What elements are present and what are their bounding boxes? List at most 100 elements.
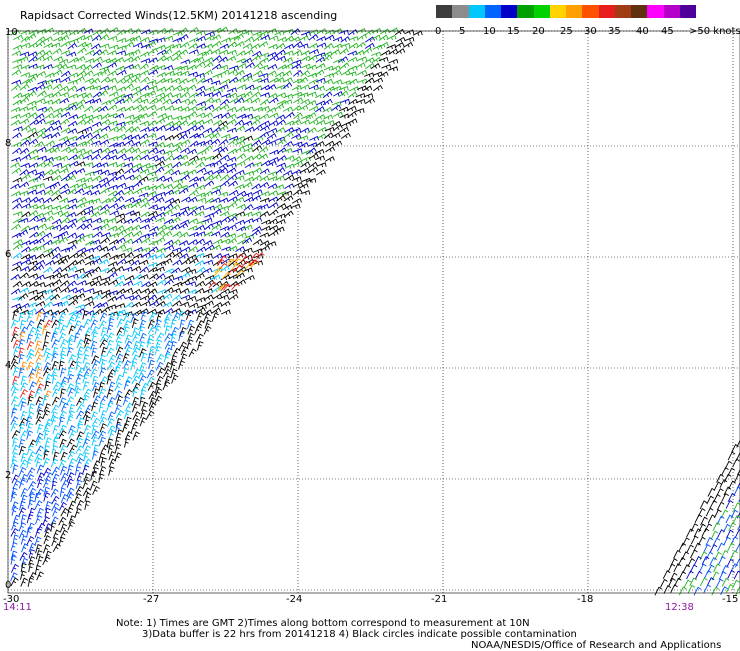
wind-barb xyxy=(11,289,20,294)
wind-barb xyxy=(293,161,302,166)
wind-barb xyxy=(141,410,147,419)
wind-barb xyxy=(12,502,18,511)
wind-barb xyxy=(108,105,117,110)
wind-barb xyxy=(333,112,342,117)
wind-barb xyxy=(205,245,214,250)
wind-barb xyxy=(163,382,170,390)
lat-label-0: 0 xyxy=(5,580,11,591)
wind-barb xyxy=(83,155,92,159)
wind-barb xyxy=(243,193,252,197)
wind-barb xyxy=(43,198,52,203)
wind-barb xyxy=(260,93,269,97)
wind-barb xyxy=(85,289,94,293)
wind-barb xyxy=(246,63,255,69)
wind-barb xyxy=(19,480,25,489)
wind-barb xyxy=(124,157,133,161)
wind-barb xyxy=(381,65,390,69)
wind-barb xyxy=(684,580,691,588)
wind-barb xyxy=(227,157,236,161)
wind-barb xyxy=(293,149,302,153)
wind-barb xyxy=(736,544,740,552)
wind-barb xyxy=(27,128,36,133)
wind-barb xyxy=(45,438,51,447)
wind-barb xyxy=(181,247,190,252)
wind-barb xyxy=(100,182,109,187)
wind-barb xyxy=(187,170,196,175)
wind-barb xyxy=(371,64,380,69)
wind-barb xyxy=(204,295,213,300)
wind-barb xyxy=(12,70,21,75)
wind-barb xyxy=(269,78,278,83)
note-line-1: Note: 1) Times are GMT 2)Times along bot… xyxy=(116,618,530,629)
wind-barb xyxy=(219,264,227,270)
wind-barb xyxy=(299,143,308,148)
wind-barb xyxy=(11,163,20,168)
wind-barb xyxy=(117,245,126,250)
wind-barb xyxy=(61,77,70,82)
wind-barb xyxy=(11,120,20,125)
wind-barb xyxy=(413,31,422,36)
wind-barb xyxy=(147,105,156,110)
wind-barb xyxy=(30,120,39,125)
wind-barb xyxy=(124,190,133,195)
wind-barb xyxy=(132,267,141,272)
wind-barb xyxy=(404,43,413,48)
wind-barb xyxy=(115,444,121,453)
wind-barb xyxy=(187,282,196,286)
wind-barb xyxy=(163,184,172,189)
wind-barb xyxy=(157,50,166,55)
wind-barb xyxy=(51,182,60,187)
wind-barb xyxy=(189,183,198,188)
wind-barb xyxy=(108,297,117,302)
wind-barb xyxy=(11,184,20,189)
wind-barb xyxy=(29,226,38,230)
wind-barb xyxy=(140,203,149,208)
wind-barb xyxy=(35,175,44,181)
wind-barb xyxy=(299,78,308,84)
wind-barb xyxy=(132,238,141,243)
wind-barb xyxy=(205,320,211,329)
wind-barb xyxy=(84,474,91,482)
wind-barb xyxy=(299,44,308,48)
wind-barb xyxy=(229,66,238,70)
wind-barb xyxy=(13,212,22,216)
wind-barb xyxy=(133,189,142,194)
wind-barb xyxy=(173,143,182,148)
wind-barb xyxy=(179,35,188,41)
wind-barb xyxy=(277,139,286,145)
wind-barb xyxy=(123,267,132,271)
wind-barb xyxy=(93,309,102,315)
wind-barb xyxy=(53,328,60,337)
wind-barb xyxy=(35,238,44,243)
wind-barb xyxy=(29,150,38,155)
wind-barb xyxy=(269,36,278,40)
wind-barb xyxy=(45,353,52,361)
wind-barb xyxy=(728,494,735,502)
wind-barb xyxy=(93,487,100,495)
wind-barb xyxy=(243,268,252,272)
wind-barb xyxy=(53,84,62,89)
wind-barb xyxy=(300,128,309,133)
wind-barb xyxy=(60,36,69,41)
wind-barb xyxy=(109,98,118,103)
wind-barb xyxy=(679,587,686,595)
wind-barb xyxy=(165,275,174,279)
wind-barb xyxy=(53,163,62,167)
wind-barb xyxy=(728,571,735,579)
wind-barb xyxy=(92,154,101,160)
wind-barb xyxy=(107,63,116,68)
wind-barb xyxy=(133,334,140,342)
wind-barb xyxy=(267,141,276,145)
wind-barb xyxy=(52,397,59,405)
wind-barb xyxy=(29,211,38,217)
wind-barb xyxy=(36,355,43,363)
wind-barb xyxy=(43,240,52,245)
wind-barb xyxy=(292,64,301,69)
wind-barb xyxy=(228,181,237,186)
wind-barb xyxy=(219,168,228,173)
wind-barb xyxy=(43,290,52,294)
lat-label-10: 10 xyxy=(5,27,18,38)
wind-barb xyxy=(317,43,326,47)
wind-barb xyxy=(197,168,206,173)
